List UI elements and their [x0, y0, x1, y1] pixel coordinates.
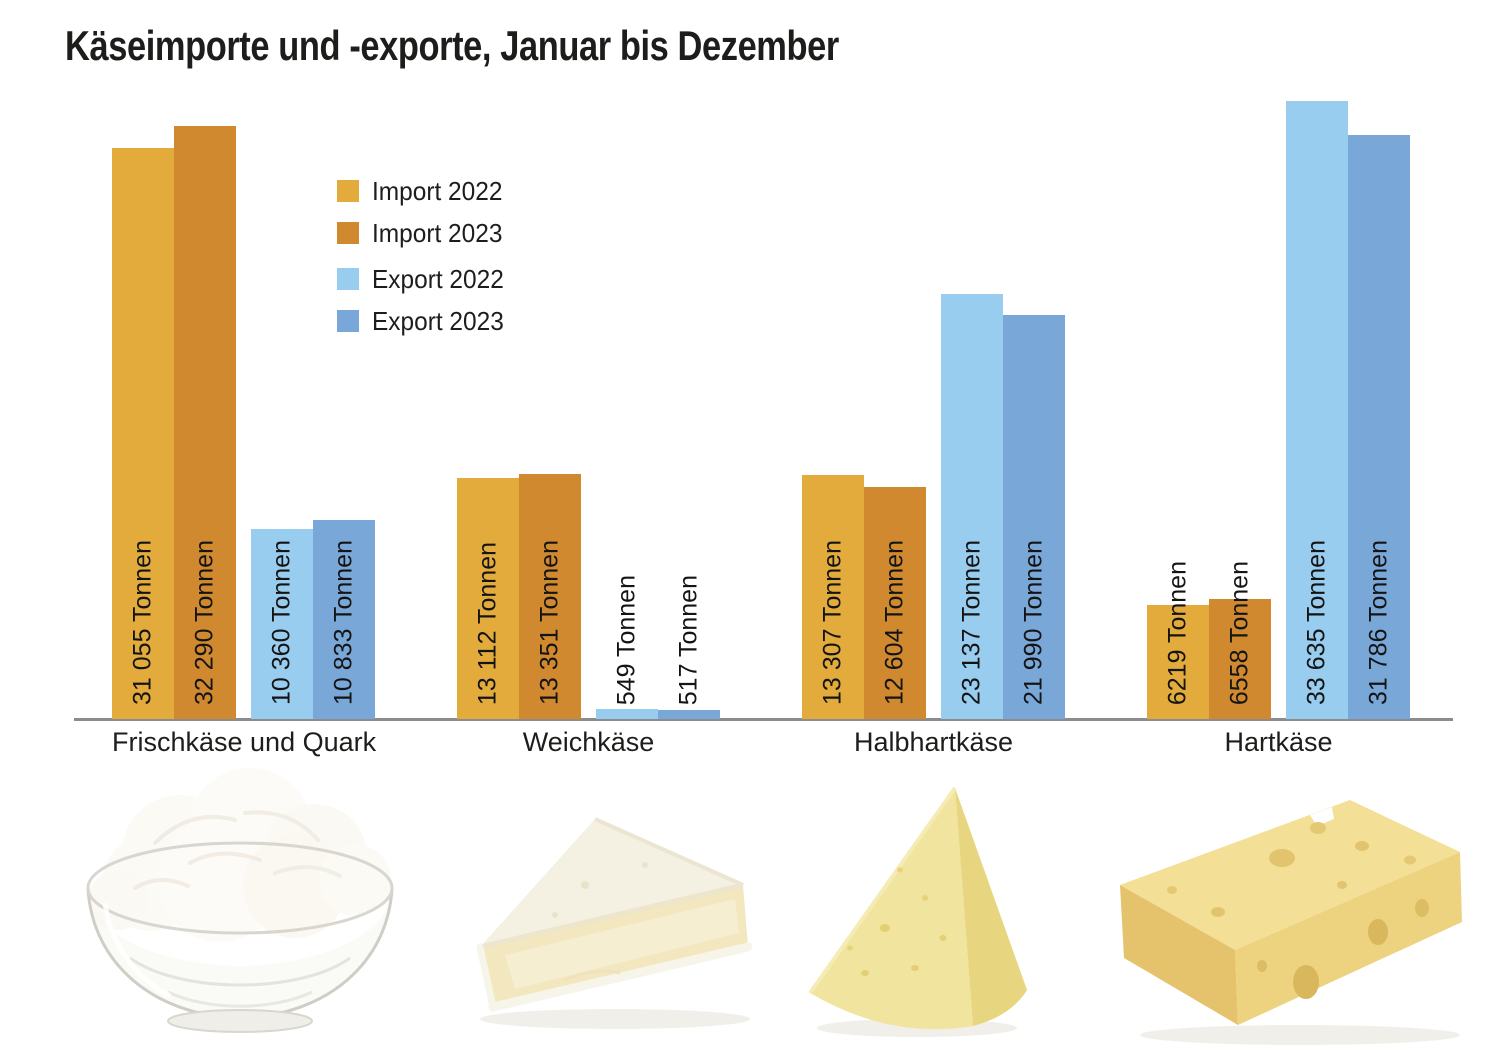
bar-export-2023: 517 Tonnen — [658, 575, 720, 719]
legend-item-export-2022: Export 2022 — [337, 263, 512, 294]
bar-value-label: 10 833 Tonnen — [329, 540, 358, 705]
x-axis-line — [74, 718, 1453, 721]
bar-value-label: 21 990 Tonnen — [1019, 540, 1048, 705]
hartkaese-photo — [1120, 800, 1462, 1045]
bar-value-label: 13 112 Tonnen — [473, 541, 502, 705]
legend-label-import-2022: Import 2022 — [372, 175, 503, 206]
quark-cream — [88, 768, 391, 942]
bar-value-label: 12 604 Tonnen — [880, 540, 909, 705]
bar-import-2022: 13 112 Tonnen — [457, 478, 519, 719]
legend-item-import-2022: Import 2022 — [337, 175, 512, 206]
legend-label-export-2022: Export 2022 — [372, 263, 504, 294]
chart-title: Käseimporte und -exporte, Januar bis Dez… — [65, 22, 839, 69]
glass-bowl — [86, 841, 394, 1033]
bar-value-label: 13 351 Tonnen — [535, 540, 564, 705]
category-label-4: Hartkäse — [1224, 727, 1333, 757]
bar-value-label: 32 290 Tonnen — [190, 540, 219, 705]
bar-value-label: 13 307 Tonnen — [818, 540, 847, 705]
legend-swatch-import-2023 — [337, 222, 359, 244]
bar-import-2023: 12 604 Tonnen — [864, 487, 926, 719]
emmental-block — [1120, 800, 1462, 1025]
legend-item-export-2023: Export 2023 — [337, 305, 512, 336]
legend-swatch-export-2022 — [337, 268, 359, 290]
bar-export-2022: 33 635 Tonnen — [1286, 101, 1348, 719]
bar-export-2022: 23 137 Tonnen — [941, 294, 1003, 719]
bar-export-2023: 21 990 Tonnen — [1003, 315, 1065, 719]
bar-value-label: 33 635 Tonnen — [1302, 540, 1331, 705]
category-label-2: Weichkäse — [522, 727, 655, 757]
legend: Import 2022 Import 2023 Export 2022 Expo… — [337, 175, 512, 350]
bar-value-label: 549 Tonnen — [612, 574, 641, 705]
bar-value-label: 31 055 Tonnen — [128, 540, 157, 705]
bar-value-label: 6219 Tonnen — [1163, 560, 1192, 705]
brie-shadow — [480, 1009, 750, 1029]
bar-import-2022: 13 307 Tonnen — [802, 475, 864, 719]
bar-value-label: 6558 Tonnen — [1225, 560, 1254, 705]
bar-export-2023: 31 786 Tonnen — [1348, 135, 1410, 719]
brie-wedge — [476, 817, 753, 1012]
bar-import-2022: 31 055 Tonnen — [112, 148, 174, 719]
bar-import-2023: 32 290 Tonnen — [174, 126, 236, 719]
bar-import-2023: 6558 Tonnen — [1209, 561, 1271, 719]
legend-label-import-2023: Import 2023 — [372, 217, 503, 248]
bar-value-label: 31 786 Tonnen — [1364, 540, 1393, 705]
legend-item-import-2023: Import 2023 — [337, 217, 512, 248]
halbhartkaese-photo — [808, 786, 1027, 1037]
bar-export-2022: 549 Tonnen — [596, 575, 658, 719]
bar-chart: 31 055 Tonnen 32 290 Tonnen 10 360 Tonnen 1… — [74, 101, 1453, 757]
bar-export-2022: 10 360 Tonnen — [251, 529, 313, 719]
bar-export-2023: 10 833 Tonnen — [313, 520, 375, 719]
legend-swatch-import-2022 — [337, 180, 359, 202]
bar-import-2023: 13 351 Tonnen — [519, 474, 581, 719]
legend-swatch-export-2023 — [337, 310, 359, 332]
block-shadow — [1140, 1025, 1460, 1045]
frischkaese-quark-photo — [86, 768, 394, 1033]
category-label-3: Halbhartkäse — [853, 727, 1014, 757]
bar-value-label: 23 137 Tonnen — [957, 540, 986, 705]
category-label-1: Frischkäse und Quark — [112, 727, 377, 757]
bar-import-2022: 6219 Tonnen — [1147, 561, 1209, 719]
bar-value-label: 517 Tonnen — [674, 574, 703, 705]
weichkaese-photo — [476, 817, 753, 1029]
bar-value-label: 10 360 Tonnen — [267, 540, 296, 705]
legend-label-export-2023: Export 2023 — [372, 305, 504, 336]
semi-hard-wedge — [808, 786, 1027, 1030]
